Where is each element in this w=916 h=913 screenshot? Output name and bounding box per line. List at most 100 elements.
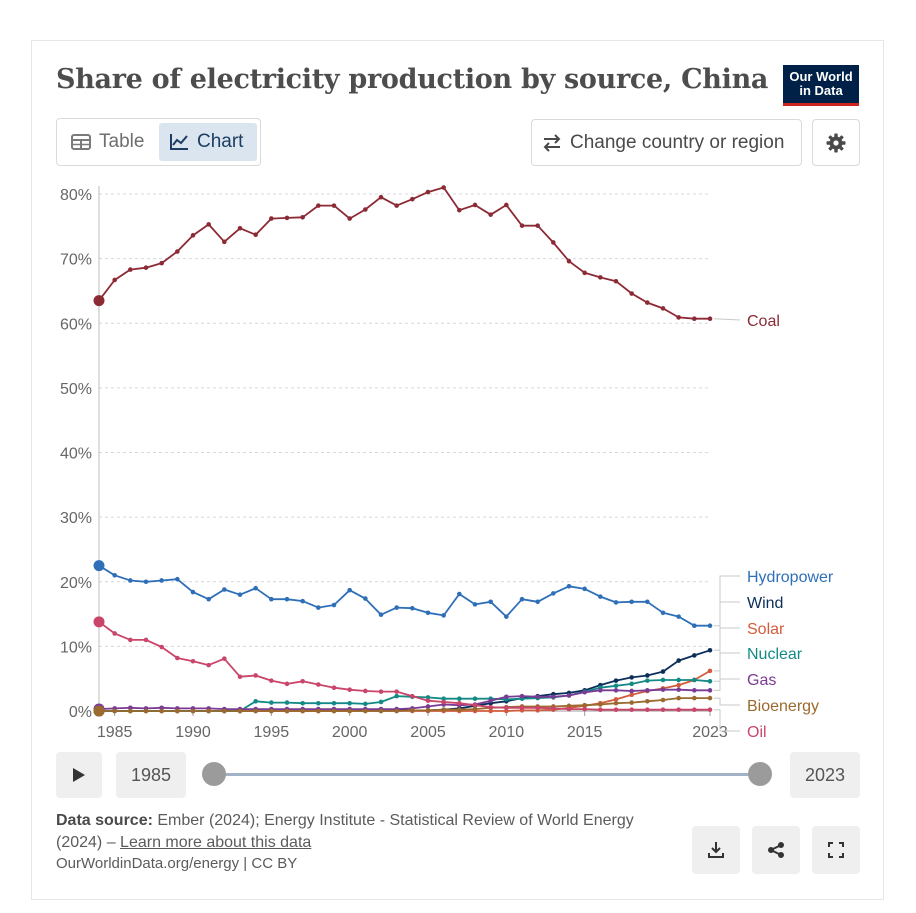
owid-logo[interactable]: Our World in Data	[783, 65, 859, 106]
data-point-bioenergy[interactable]	[237, 708, 243, 714]
timeline-end-handle[interactable]	[748, 762, 772, 786]
data-point-bioenergy[interactable]	[222, 708, 227, 714]
data-point-wind[interactable]	[676, 658, 681, 663]
data-point-oil[interactable]	[175, 655, 180, 661]
data-point-oil[interactable]	[535, 705, 540, 711]
data-point-oil[interactable]	[566, 706, 572, 712]
data-point-gas[interactable]	[660, 687, 666, 692]
data-point-gas[interactable]	[425, 704, 431, 709]
data-point-bioenergy[interactable]	[347, 708, 352, 714]
data-point-gas[interactable]	[613, 688, 619, 693]
data-point-oil[interactable]	[582, 706, 587, 712]
data-point-gas[interactable]	[551, 694, 556, 700]
data-point-hydropower[interactable]	[410, 605, 415, 611]
data-point-bioenergy[interactable]	[175, 708, 180, 714]
data-point-coal[interactable]	[394, 203, 399, 208]
data-point-oil[interactable]	[112, 631, 117, 636]
share-button[interactable]	[752, 826, 800, 874]
data-point-hydropower[interactable]	[331, 602, 337, 608]
fullscreen-button[interactable]	[812, 826, 860, 874]
data-point-hydropower[interactable]	[629, 599, 634, 605]
data-point-bioenergy[interactable]	[143, 708, 149, 714]
series-label-bioenergy[interactable]: Bioenergy	[747, 698, 819, 715]
data-point-nuclear[interactable]	[676, 677, 681, 683]
data-point-oil[interactable]	[519, 705, 525, 711]
data-point-oil[interactable]	[347, 687, 352, 692]
data-point-gas[interactable]	[128, 705, 133, 711]
data-point-wind[interactable]	[629, 675, 634, 680]
data-point-gas[interactable]	[692, 688, 697, 693]
data-point-coal[interactable]	[206, 222, 211, 227]
data-point-coal[interactable]	[253, 232, 258, 238]
data-point-oil[interactable]	[363, 688, 368, 694]
data-point-coal[interactable]	[582, 270, 587, 276]
data-point-nuclear[interactable]	[425, 695, 431, 700]
timeline-start-handle[interactable]	[202, 762, 226, 786]
series-label-coal[interactable]: Coal	[747, 313, 780, 330]
data-point-coal[interactable]	[190, 233, 196, 238]
data-point-coal[interactable]	[535, 223, 540, 228]
data-point-oil[interactable]	[676, 707, 681, 713]
data-point-nuclear[interactable]	[457, 696, 462, 702]
data-point-solar[interactable]	[613, 697, 619, 702]
data-point-coal[interactable]	[237, 225, 243, 231]
data-point-hydropower[interactable]	[300, 598, 305, 604]
data-point-nuclear[interactable]	[394, 693, 399, 699]
data-point-oil[interactable]	[660, 707, 666, 713]
data-point-bioenergy[interactable]	[269, 708, 274, 714]
data-point-oil[interactable]	[143, 637, 149, 643]
data-point-solar[interactable]	[629, 692, 634, 698]
data-point-coal[interactable]	[441, 185, 446, 190]
data-point-hydropower[interactable]	[457, 591, 462, 597]
data-point-bioenergy[interactable]	[457, 707, 462, 713]
series-line-hydropower[interactable]	[98, 564, 710, 627]
data-point-nuclear[interactable]	[441, 696, 446, 702]
data-point-nuclear[interactable]	[347, 700, 352, 706]
data-point-hydropower[interactable]	[190, 589, 196, 595]
data-point-bioenergy[interactable]	[582, 702, 587, 708]
data-point-gas[interactable]	[676, 687, 681, 692]
data-point-gas[interactable]	[159, 705, 164, 711]
data-point-oil[interactable]	[394, 689, 399, 694]
data-point-gas[interactable]	[582, 689, 587, 695]
data-point-oil[interactable]	[472, 702, 478, 708]
data-point-coal[interactable]	[504, 202, 509, 208]
data-point-nuclear[interactable]	[331, 700, 337, 706]
data-point-coal[interactable]	[425, 189, 431, 195]
data-point-coal[interactable]	[222, 239, 227, 245]
data-point-hydropower[interactable]	[707, 623, 713, 628]
data-point-oil[interactable]	[331, 685, 337, 691]
data-point-hydropower[interactable]	[441, 613, 446, 618]
settings-button[interactable]	[812, 119, 860, 166]
data-point-bioenergy[interactable]	[284, 708, 290, 714]
data-point-nuclear[interactable]	[707, 678, 713, 684]
play-button[interactable]	[56, 752, 102, 798]
data-point-gas[interactable]	[645, 688, 650, 693]
data-point-gas[interactable]	[598, 688, 603, 693]
data-point-oil[interactable]	[222, 656, 227, 661]
data-point-hydropower[interactable]	[159, 578, 164, 583]
data-point-nuclear[interactable]	[300, 700, 305, 706]
data-point-coal[interactable]	[472, 202, 478, 208]
data-point-coal[interactable]	[598, 275, 603, 280]
data-point-nuclear[interactable]	[363, 701, 368, 707]
data-point-bioenergy[interactable]	[206, 708, 211, 714]
data-point-hydropower[interactable]	[143, 579, 149, 585]
tab-chart[interactable]: Chart	[159, 123, 257, 161]
data-point-hydropower[interactable]	[112, 572, 117, 578]
data-point-bioenergy[interactable]	[300, 708, 305, 714]
timeline-start-year[interactable]: 1985	[116, 752, 186, 798]
data-point-oil[interactable]	[206, 662, 211, 668]
data-point-coal[interactable]	[363, 207, 368, 212]
data-point-oil[interactable]	[707, 707, 713, 713]
data-point-oil[interactable]	[159, 644, 164, 650]
data-point-hydropower[interactable]	[582, 586, 587, 592]
data-point-hydropower[interactable]	[519, 596, 525, 602]
data-point-nuclear[interactable]	[253, 699, 258, 704]
series-line-bioenergy[interactable]	[99, 697, 710, 712]
data-point-hydropower[interactable]	[535, 599, 540, 605]
data-point-coal[interactable]	[128, 267, 133, 272]
series-line-coal[interactable]	[98, 186, 710, 320]
data-point-oil[interactable]	[269, 678, 274, 683]
data-point-coal[interactable]	[645, 300, 650, 305]
